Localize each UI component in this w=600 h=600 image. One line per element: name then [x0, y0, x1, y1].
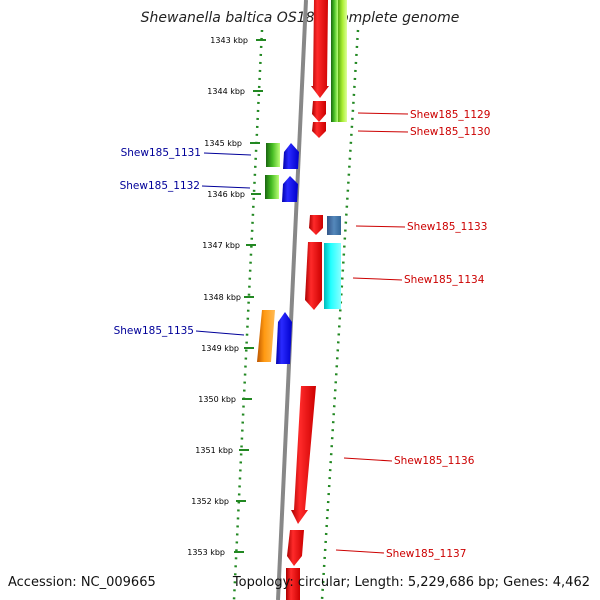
gene-block[interactable] — [331, 0, 338, 122]
ruler-label: 1343 kbp — [210, 36, 248, 45]
ruler-label: 1346 kbp — [207, 190, 245, 199]
leader-line — [343, 457, 393, 462]
gene-arrow[interactable] — [282, 176, 298, 202]
ruler-label: 1350 kbp — [198, 395, 236, 404]
reverse-genes — [257, 143, 299, 364]
ruler: 1343 kbp 1344 kbp 1345 kbp 1346 kbp 1347… — [187, 36, 266, 557]
gene-arrow[interactable] — [287, 530, 304, 566]
gene-block[interactable] — [327, 216, 341, 235]
ruler-label: 1348 kbp — [203, 293, 241, 302]
gene-block[interactable] — [257, 310, 275, 362]
gene-label-1136[interactable]: Shew185_1136 — [394, 455, 475, 467]
leader-line — [195, 330, 245, 336]
leader-line — [201, 185, 251, 189]
gene-arrow[interactable] — [283, 143, 299, 169]
left-dotted-guide — [232, 29, 264, 600]
gene-arrow[interactable] — [312, 122, 326, 138]
gene-block[interactable] — [265, 175, 279, 199]
leader-line — [203, 152, 252, 156]
ruler-label: 1353 kbp — [187, 548, 225, 557]
gene-label-1130[interactable]: Shew185_1130 — [410, 126, 490, 138]
forward-genes — [286, 0, 347, 600]
ruler-label: 1345 kbp — [204, 139, 242, 148]
leader-line — [335, 549, 385, 554]
gene-label-1135[interactable]: Shew185_1135 — [114, 325, 194, 337]
gene-label-1132[interactable]: Shew185_1132 — [120, 180, 200, 192]
accession-text: Accession: NC_009665 — [8, 575, 156, 590]
leader-line — [355, 225, 406, 228]
gene-block[interactable] — [266, 143, 280, 167]
genome-title: Shewanella baltica OS185, complete genom… — [140, 10, 460, 26]
gene-block[interactable] — [286, 568, 300, 600]
ruler-label: 1352 kbp — [191, 497, 229, 506]
gene-label-1134[interactable]: Shew185_1134 — [404, 274, 485, 286]
gene-label-1131[interactable]: Shew185_1131 — [121, 147, 201, 159]
genome-backbone — [276, 0, 308, 600]
ruler-label: 1349 kbp — [201, 344, 239, 353]
genome-summary-text: Topology: circular; Length: 5,229,686 bp… — [232, 575, 590, 590]
gene-arrow[interactable] — [312, 101, 326, 122]
ruler-label: 1351 kbp — [195, 446, 233, 455]
gene-arrow[interactable] — [305, 242, 322, 310]
gene-label-1129[interactable]: Shew185_1129 — [410, 109, 490, 121]
gene-block[interactable] — [324, 243, 341, 309]
leader-line — [357, 112, 409, 115]
gene-label-1137[interactable]: Shew185_1137 — [386, 548, 466, 560]
gene-arrow[interactable] — [291, 386, 316, 524]
gene-arrow[interactable] — [311, 0, 329, 98]
gene-block[interactable] — [338, 0, 347, 122]
gene-labels: Shew185_1129 Shew185_1130 Shew185_1131 S… — [114, 109, 491, 560]
ruler-label: 1344 kbp — [207, 87, 245, 96]
leader-line — [352, 277, 403, 281]
leader-line — [357, 130, 409, 133]
gene-arrow[interactable] — [309, 215, 323, 235]
ruler-label: 1347 kbp — [202, 241, 240, 250]
gene-label-1133[interactable]: Shew185_1133 — [407, 221, 487, 233]
gene-arrow[interactable] — [276, 312, 292, 364]
label-leaders — [195, 112, 409, 554]
